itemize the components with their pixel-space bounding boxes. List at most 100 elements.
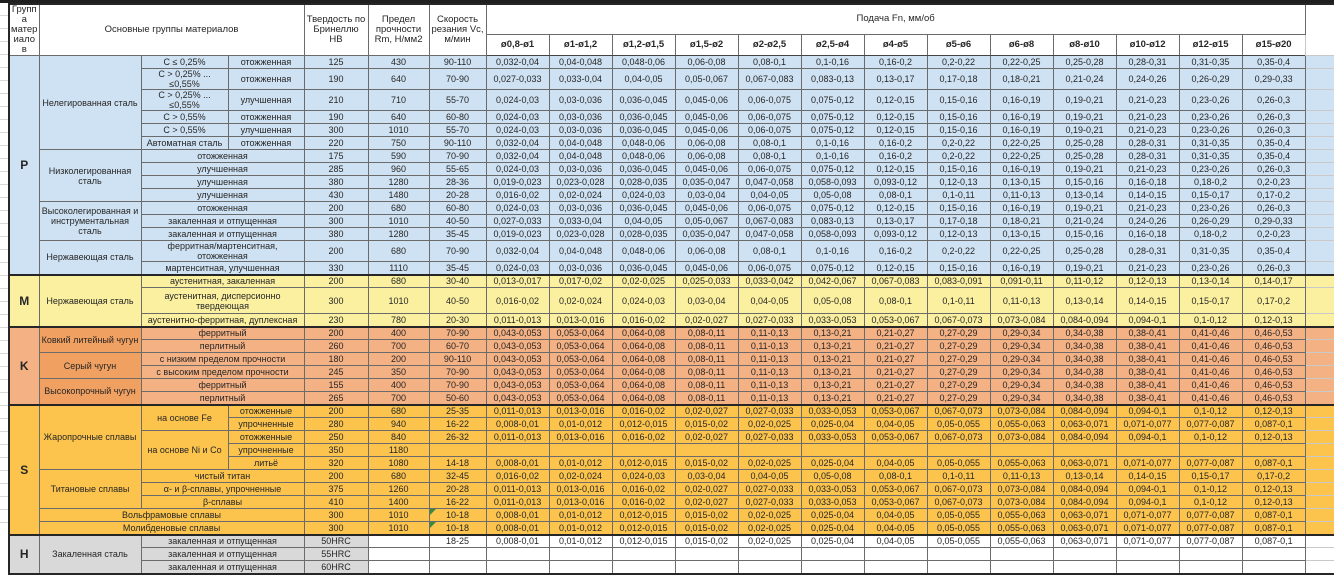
feed-cell[interactable]: 0,053-0,067	[863, 403, 928, 418]
feed-cell[interactable]: 0,027-0,033	[737, 313, 802, 327]
feed-range-header[interactable]: ø12-ø15	[1178, 33, 1243, 57]
feed-cell[interactable]: 0,016-0,02	[611, 313, 676, 327]
feed-cell[interactable]: 0,015-0,02	[674, 533, 739, 548]
feed-cell[interactable]: 0,2-0,22	[926, 136, 991, 150]
feed-cell[interactable]: 0,46-0,53	[1241, 391, 1306, 405]
feed-cell[interactable]	[926, 560, 991, 574]
feed-cell[interactable]: 0,011-0,013	[485, 482, 550, 496]
feed-cell[interactable]	[989, 443, 1054, 457]
feed-cell[interactable]: 0,34-0,38	[1052, 352, 1117, 366]
feed-cell[interactable]: 0,053-0,067	[863, 495, 928, 509]
strength-cell[interactable]: 680	[367, 273, 430, 288]
feed-cell[interactable]: 0,17-0,2	[1241, 469, 1306, 483]
condition-cell[interactable]: отожженные	[227, 403, 305, 418]
feed-cell[interactable]: 0,015-0,02	[674, 521, 739, 535]
feed-cell[interactable]: 0,21-0,27	[863, 325, 928, 340]
feed-cell[interactable]: 0,17-0,18	[926, 68, 991, 90]
feed-cell[interactable]: 0,094-0,1	[1115, 403, 1180, 418]
feed-cell[interactable]: 0,41-0,46	[1178, 352, 1243, 366]
hardness-cell[interactable]: 200	[303, 240, 369, 262]
strength-cell[interactable]: 710	[367, 89, 430, 111]
feed-cell[interactable]: 0,26-0,3	[1241, 162, 1306, 176]
feed-cell[interactable]: 0,032-0,04	[485, 55, 550, 69]
hardness-cell[interactable]: 300	[303, 214, 369, 228]
feed-cell[interactable]: 0,067-0,073	[926, 403, 991, 418]
feed-cell[interactable]: 0,087-0,1	[1241, 456, 1306, 470]
condition-cell[interactable]: с высоким пределом прочности	[140, 365, 305, 379]
feed-cell[interactable]: 0,053-0,064	[548, 391, 613, 405]
feed-cell[interactable]: 0,024-0,03	[485, 261, 550, 275]
hardness-cell[interactable]: 200	[303, 403, 369, 418]
feed-cell[interactable]: 0,21-0,23	[1115, 261, 1180, 275]
feed-cell[interactable]: 0,025-0,04	[800, 521, 865, 535]
feed-cell[interactable]: 0,055-0,063	[989, 508, 1054, 522]
feed-cell[interactable]: 0,02-0,024	[548, 188, 613, 202]
hardness-cell[interactable]: 250	[303, 430, 369, 444]
feed-cell[interactable]: 0,053-0,064	[548, 352, 613, 366]
feed-cell[interactable]: 0,15-0,17	[1178, 188, 1243, 202]
feed-cell[interactable]: 0,06-0,08	[674, 240, 739, 262]
strength-cell[interactable]: 680	[367, 469, 430, 483]
strength-cell[interactable]: 1480	[367, 188, 430, 202]
feed-cell[interactable]: 0,055-0,063	[989, 417, 1054, 431]
feed-cell[interactable]: 0,033-0,053	[800, 495, 865, 509]
feed-cell[interactable]: 0,036-0,045	[611, 123, 676, 137]
hardness-cell[interactable]: 230	[303, 313, 369, 327]
feed-cell[interactable]: 0,03-0,036	[548, 201, 613, 215]
feed-cell[interactable]: 0,02-0,027	[674, 495, 739, 509]
condition-cell[interactable]: упрочненные	[227, 417, 305, 431]
feed-cell[interactable]: 0,08-0,11	[674, 339, 739, 353]
condition-cell[interactable]: с низким пределом прочности	[140, 352, 305, 366]
material-group-cell[interactable]: Высокопрочный чугун	[38, 378, 142, 405]
feed-cell[interactable]: 0,04-0,05	[863, 521, 928, 535]
feed-cell[interactable]: 0,028-0,035	[611, 175, 676, 189]
feed-cell[interactable]: 0,1-0,16	[800, 55, 865, 69]
condition-cell[interactable]: закаленная и отпущенная	[140, 227, 305, 241]
feed-cell[interactable]: 0,048-0,06	[611, 55, 676, 69]
feed-cell[interactable]: 0,11-0,13	[989, 287, 1054, 314]
feed-cell[interactable]: 0,04-0,05	[863, 456, 928, 470]
feed-cell[interactable]: 0,04-0,05	[863, 533, 928, 548]
cutting-speed-cell[interactable]: 55-70	[428, 89, 487, 111]
cutting-speed-cell[interactable]: 16-22	[428, 417, 487, 431]
feed-cell[interactable]: 0,23-0,26	[1178, 162, 1243, 176]
feed-cell[interactable]: 0,02-0,027	[674, 430, 739, 444]
condition-cell[interactable]: отожженная	[227, 55, 305, 69]
condition-cell[interactable]: отожженные	[227, 430, 305, 444]
strength-cell[interactable]: 400	[367, 378, 430, 392]
feed-cell[interactable]: 0,03-0,04	[674, 469, 739, 483]
cutting-speed-cell[interactable]: 32-45	[428, 469, 487, 483]
condition-cell[interactable]: улучшенная	[227, 123, 305, 137]
feed-cell[interactable]: 0,025-0,04	[800, 417, 865, 431]
strength-cell[interactable]: 1010	[367, 521, 430, 535]
feed-cell[interactable]: 0,055-0,063	[989, 521, 1054, 535]
hardness-cell[interactable]: 200	[303, 273, 369, 288]
feed-cell[interactable]: 0,043-0,053	[485, 378, 550, 392]
feed-cell[interactable]: 0,055-0,063	[989, 533, 1054, 548]
feed-cell[interactable]: 0,008-0,01	[485, 456, 550, 470]
feed-cell[interactable]: 0,043-0,053	[485, 365, 550, 379]
feed-cell[interactable]: 0,17-0,18	[926, 214, 991, 228]
feed-cell[interactable]: 0,063-0,071	[1052, 508, 1117, 522]
feed-cell[interactable]: 0,1-0,12	[1178, 495, 1243, 509]
hardness-cell[interactable]: 210	[303, 89, 369, 111]
condition-cell[interactable]: улучшенная	[140, 188, 305, 202]
condition-cell[interactable]: закаленная и отпущенная	[140, 560, 305, 574]
material-group-cell[interactable]: Высоколегированная и инструментальная ст…	[38, 201, 142, 241]
feed-cell[interactable]	[548, 547, 613, 561]
feed-cell[interactable]: 0,012-0,015	[611, 521, 676, 535]
feed-cell[interactable]: 0,16-0,2	[863, 55, 928, 69]
feed-cell[interactable]: 0,23-0,26	[1178, 261, 1243, 275]
feed-cell[interactable]: 0,053-0,064	[548, 325, 613, 340]
feed-cell[interactable]: 0,035-0,047	[674, 175, 739, 189]
feed-cell[interactable]	[1115, 547, 1180, 561]
feed-cell[interactable]: 0,28-0,31	[1115, 149, 1180, 163]
feed-cell[interactable]: 0,03-0,036	[548, 123, 613, 137]
feed-cell[interactable]: 0,11-0,13	[989, 469, 1054, 483]
feed-cell[interactable]: 0,15-0,16	[926, 123, 991, 137]
feed-cell[interactable]: 0,24-0,26	[1115, 214, 1180, 228]
feed-cell[interactable]: 0,29-0,34	[989, 352, 1054, 366]
feed-cell[interactable]: 0,11-0,13	[737, 352, 802, 366]
cutting-speed-cell[interactable]: 25-35	[428, 403, 487, 418]
material-subgroup-cell[interactable]: C > 0,55%	[140, 110, 229, 124]
